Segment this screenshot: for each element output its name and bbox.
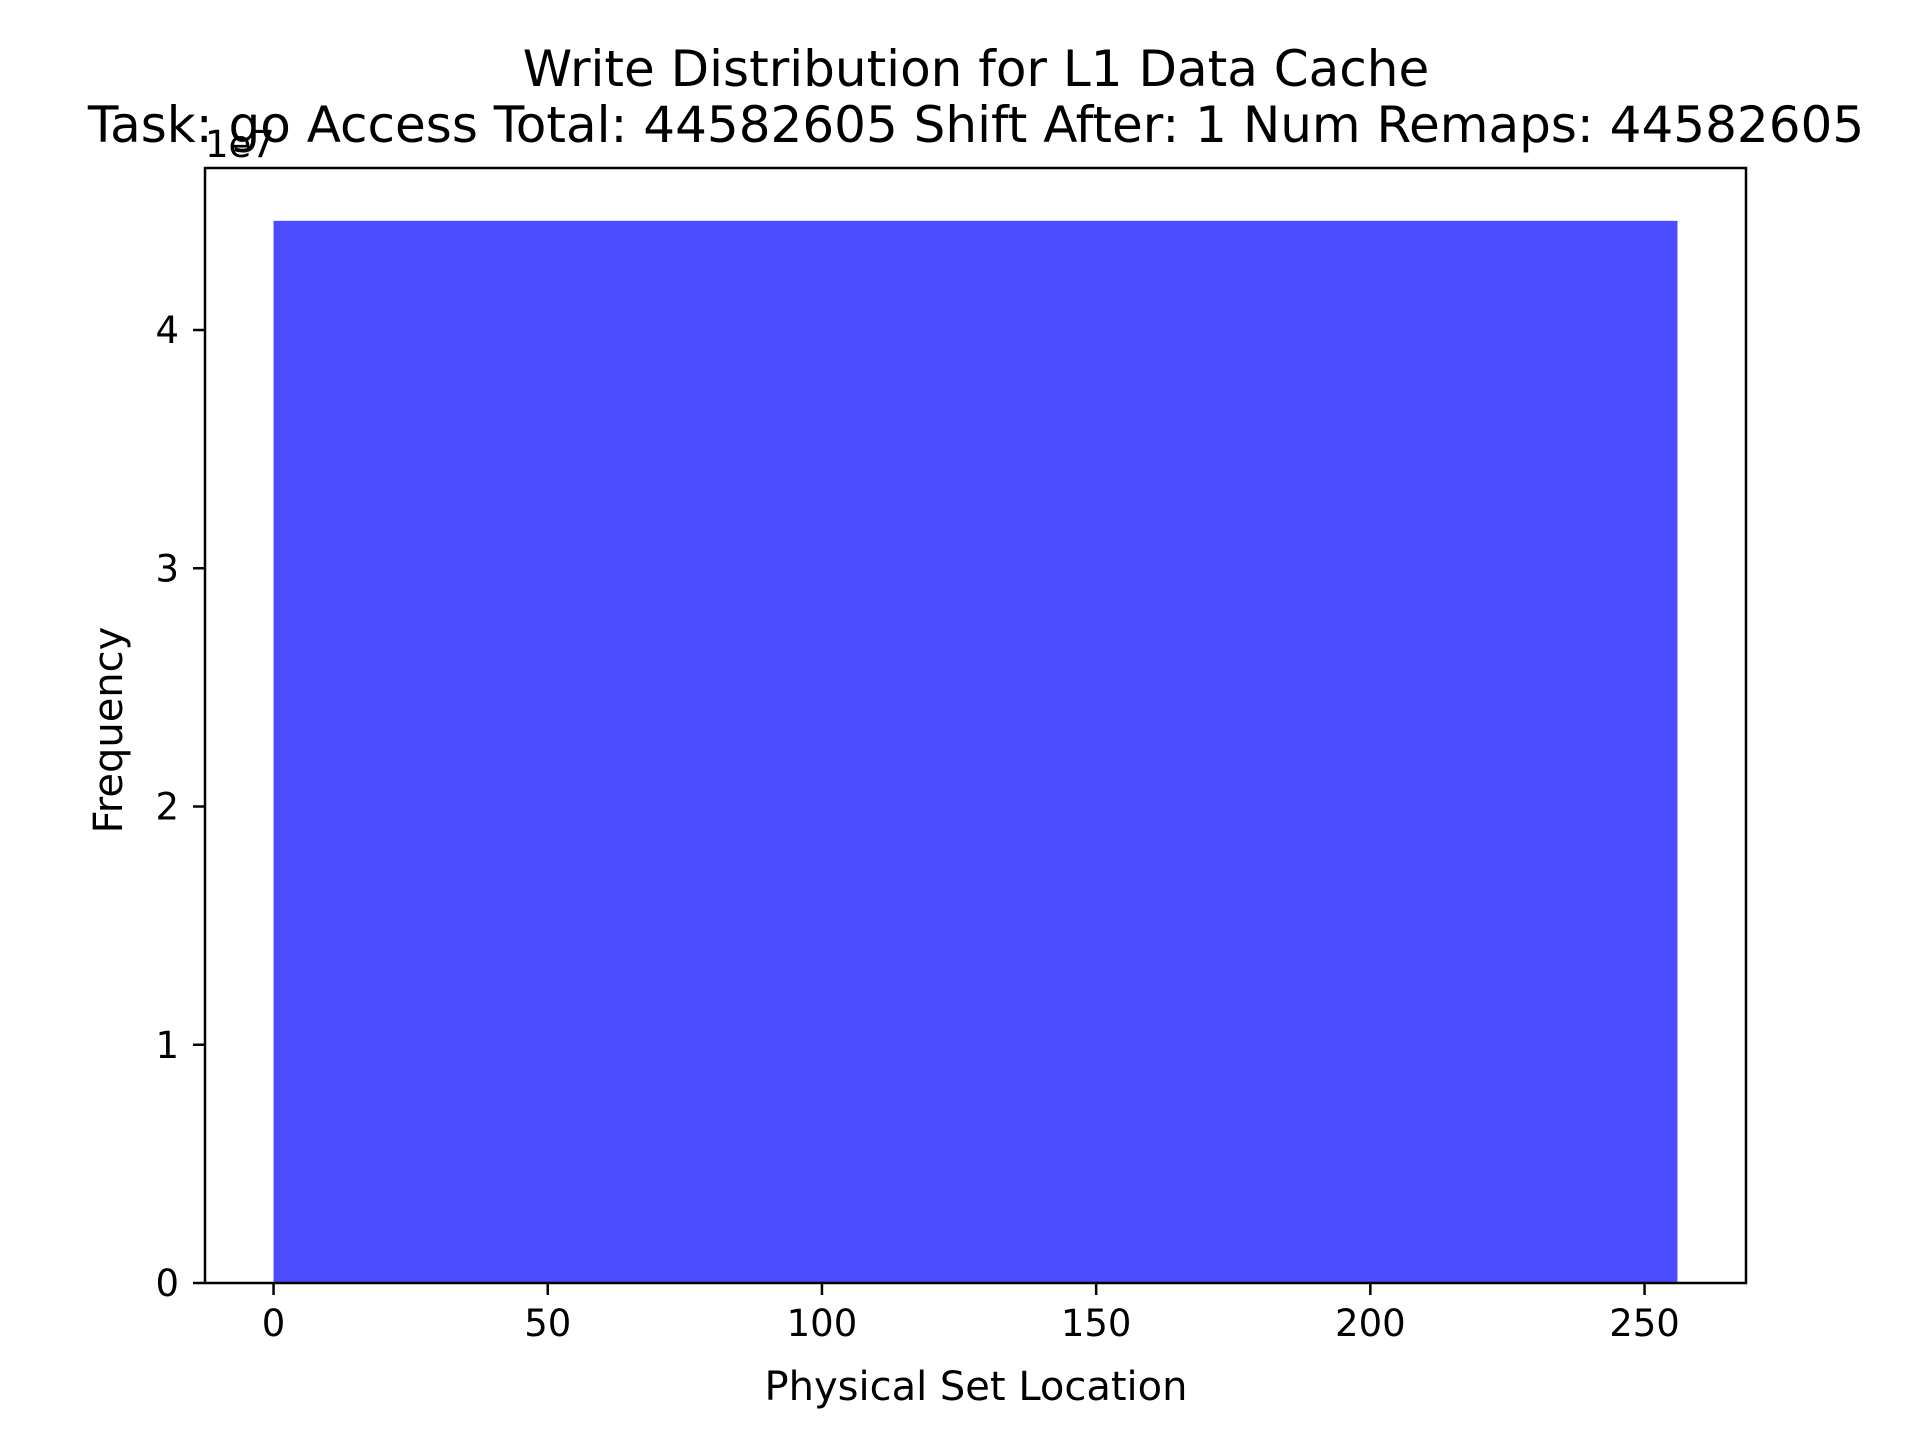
y-tick-label-0: 0 (155, 1262, 179, 1305)
bar-0 (273, 220, 1678, 1283)
chart-subtitle: Task: go Access Total: 44582605 Shift Af… (87, 96, 1864, 154)
x-axis-label: Physical Set Location (764, 1364, 1187, 1410)
y-axis-label: Frequency (86, 627, 132, 834)
x-tick-label-100: 100 (787, 1302, 858, 1345)
y-tick-label-1: 1 (155, 1024, 179, 1067)
x-axis: 0 50 100 150 200 250 (262, 1283, 1680, 1345)
y-axis: 0 1 2 3 4 (155, 309, 205, 1305)
chart-title: Write Distribution for L1 Data Cache (523, 40, 1429, 98)
x-tick-label-0: 0 (262, 1302, 286, 1345)
x-tick-label-150: 150 (1061, 1302, 1132, 1345)
y-tick-label-2: 2 (155, 786, 179, 829)
x-tick-label-50: 50 (524, 1302, 571, 1345)
bars-layer (273, 220, 1678, 1283)
y-offset-label: 1e7 (205, 123, 275, 166)
x-tick-label-200: 200 (1335, 1302, 1406, 1345)
x-tick-label-250: 250 (1609, 1302, 1680, 1345)
y-tick-label-3: 3 (155, 547, 179, 590)
y-tick-label-4: 4 (155, 309, 179, 352)
plot-frame (203, 166, 1748, 1285)
